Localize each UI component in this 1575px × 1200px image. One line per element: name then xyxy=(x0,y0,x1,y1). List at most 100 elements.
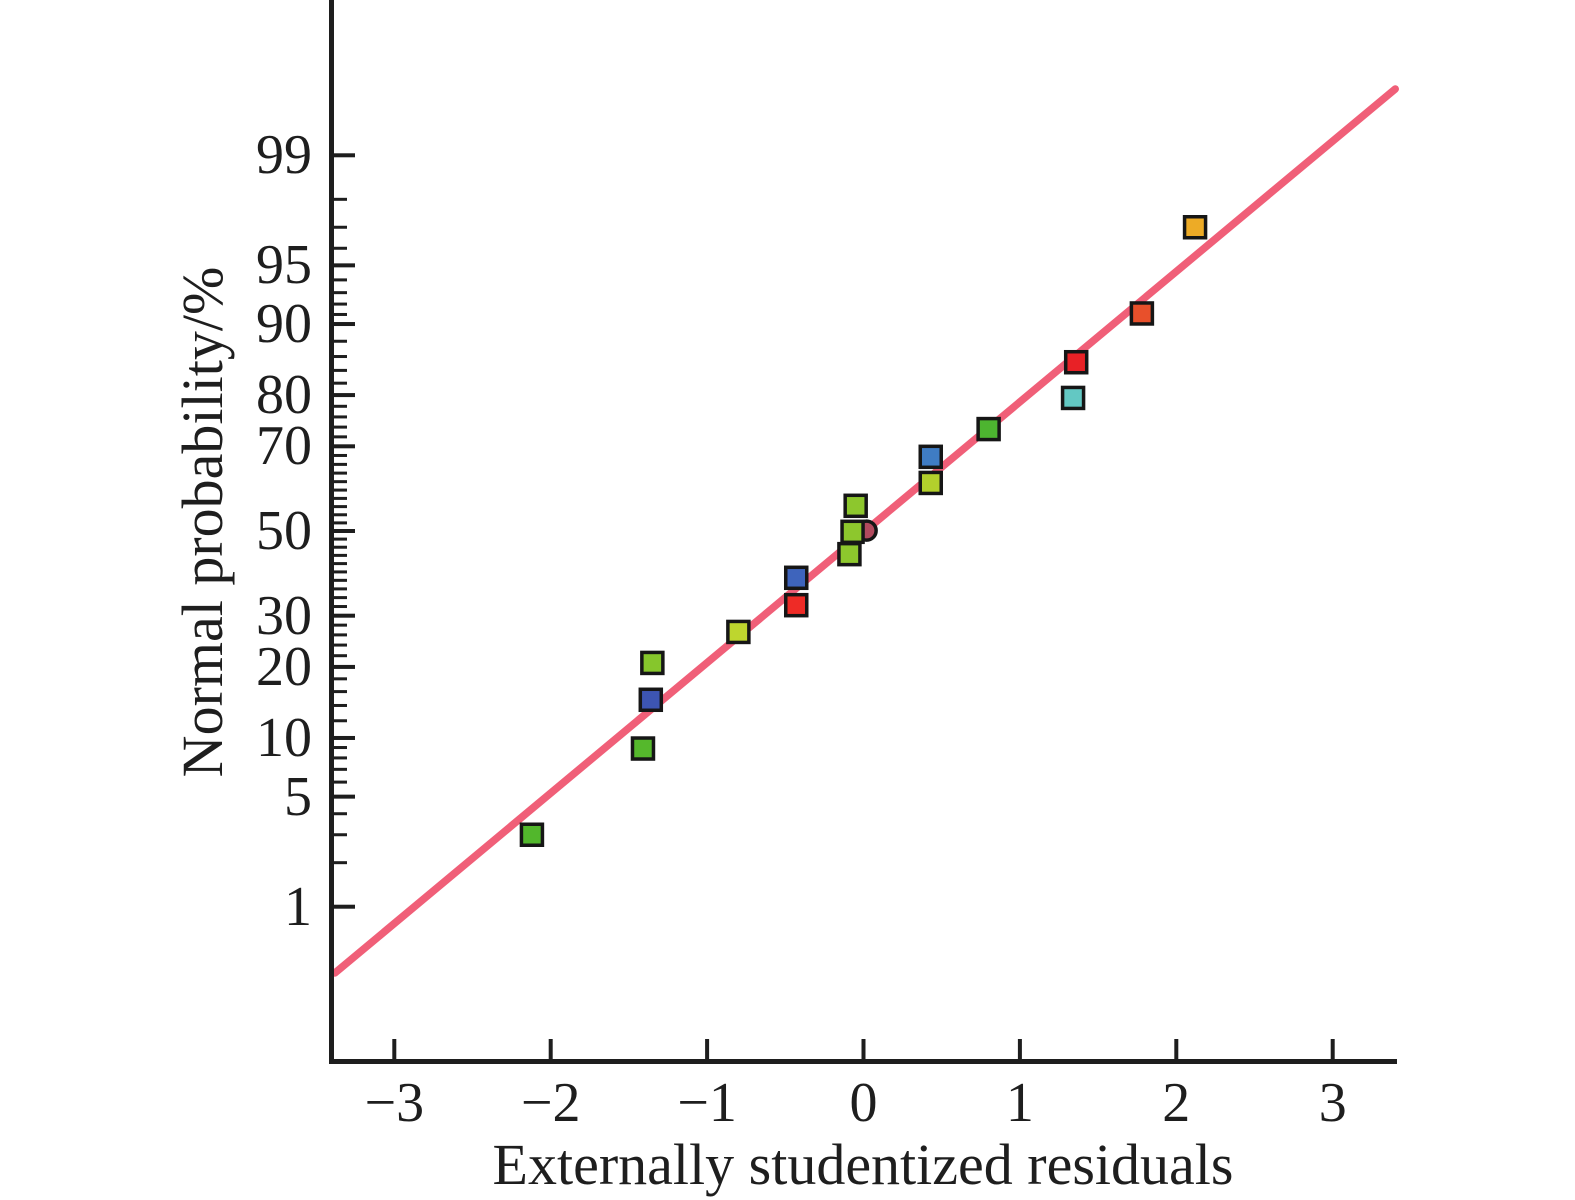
data-point-square xyxy=(640,650,665,676)
y-minor-tick xyxy=(334,302,347,306)
y-minor-tick xyxy=(334,453,347,457)
y-major-tick xyxy=(334,444,355,449)
x-axis-line xyxy=(329,1059,1397,1064)
data-point-square xyxy=(519,822,545,847)
x-tick xyxy=(548,1039,553,1059)
y-minor-tick xyxy=(334,496,347,500)
y-minor-tick xyxy=(334,861,347,865)
y-major-tick xyxy=(334,153,355,158)
x-axis-title: Externally studentized residuals xyxy=(492,1132,1234,1197)
y-major-tick xyxy=(334,613,355,618)
y-tick-label: 50 xyxy=(256,500,312,562)
y-minor-tick xyxy=(334,703,347,707)
data-point-square xyxy=(1060,385,1086,411)
y-major-tick xyxy=(334,529,355,533)
y-minor-tick xyxy=(334,368,347,372)
y-minor-tick xyxy=(334,355,347,359)
data-point-square xyxy=(976,416,1001,442)
y-minor-tick xyxy=(334,633,347,637)
y-major-tick xyxy=(334,664,355,669)
y-tick-label: 20 xyxy=(256,635,312,698)
y-axis-line xyxy=(329,0,334,1063)
data-point-square xyxy=(837,541,862,567)
x-tick-label: −2 xyxy=(520,1072,581,1134)
y-tick-label: 99 xyxy=(256,124,312,187)
y-major-tick xyxy=(334,263,355,268)
data-point-square xyxy=(638,687,664,713)
y-major-tick xyxy=(334,322,355,327)
y-minor-tick xyxy=(334,643,347,647)
y-minor-tick xyxy=(334,756,347,760)
y-minor-tick xyxy=(334,596,347,600)
data-point-square xyxy=(783,592,809,618)
y-minor-tick xyxy=(334,537,347,541)
y-minor-tick xyxy=(334,545,347,549)
x-tick-label: 1 xyxy=(1005,1072,1034,1134)
y-minor-tick xyxy=(334,471,347,475)
data-point-square xyxy=(726,619,751,645)
x-tick-label: 3 xyxy=(1318,1072,1347,1134)
y-minor-tick xyxy=(334,587,347,591)
y-minor-tick xyxy=(334,339,347,343)
y-tick-label: 80 xyxy=(256,364,312,427)
y-minor-tick xyxy=(334,488,347,492)
y-minor-tick xyxy=(334,521,347,525)
y-tick-label: 95 xyxy=(256,234,312,297)
y-tick-label: 70 xyxy=(256,415,312,478)
y-minor-tick xyxy=(334,462,347,466)
data-point-square xyxy=(783,565,809,591)
y-minor-tick xyxy=(334,833,347,837)
y-minor-tick xyxy=(334,570,347,574)
y-major-tick xyxy=(334,735,355,740)
y-minor-tick xyxy=(334,623,347,627)
y-minor-tick xyxy=(334,812,347,816)
y-minor-tick xyxy=(334,562,347,566)
y-minor-tick xyxy=(334,404,347,408)
data-point-square xyxy=(1129,301,1155,326)
y-minor-tick xyxy=(334,291,347,295)
y-minor-tick xyxy=(334,278,347,282)
x-tick xyxy=(1330,1039,1335,1059)
data-point-square xyxy=(1182,215,1208,240)
y-minor-tick xyxy=(334,225,347,229)
y-minor-tick xyxy=(334,690,347,694)
y-major-tick xyxy=(334,393,355,398)
y-minor-tick xyxy=(334,415,347,419)
y-axis-title: Normal probability/% xyxy=(170,266,235,778)
y-tick-label: 90 xyxy=(256,293,312,356)
y-tick-label: 30 xyxy=(256,584,312,647)
y-major-tick xyxy=(334,904,355,909)
y-minor-tick xyxy=(334,312,347,316)
y-minor-tick xyxy=(334,513,347,517)
y-minor-tick xyxy=(334,435,347,439)
data-point-square xyxy=(1063,349,1089,375)
y-minor-tick xyxy=(334,605,347,609)
y-minor-tick xyxy=(334,425,347,429)
y-minor-tick xyxy=(334,480,347,484)
y-minor-tick xyxy=(334,505,347,509)
x-tick xyxy=(861,1039,866,1059)
y-tick-label: 1 xyxy=(284,875,312,938)
y-minor-tick xyxy=(334,677,347,681)
y-minor-tick xyxy=(334,553,347,557)
y-minor-tick xyxy=(334,578,347,582)
x-tick-label: 2 xyxy=(1162,1072,1191,1134)
x-tick xyxy=(392,1039,397,1059)
y-minor-tick xyxy=(334,381,347,385)
x-tick-label: 0 xyxy=(849,1072,878,1134)
x-tick xyxy=(705,1039,710,1059)
y-minor-tick xyxy=(334,246,347,250)
x-tick-label: −3 xyxy=(364,1072,425,1134)
y-minor-tick xyxy=(334,767,347,771)
data-point-square xyxy=(843,493,868,519)
y-minor-tick xyxy=(334,719,347,723)
x-tick xyxy=(1017,1039,1022,1059)
y-tick-label: 10 xyxy=(256,706,312,769)
y-minor-tick xyxy=(334,654,347,658)
data-point-square xyxy=(630,736,656,761)
y-minor-tick xyxy=(334,746,347,750)
x-tick-label: −1 xyxy=(677,1072,737,1134)
y-minor-tick xyxy=(334,780,347,784)
